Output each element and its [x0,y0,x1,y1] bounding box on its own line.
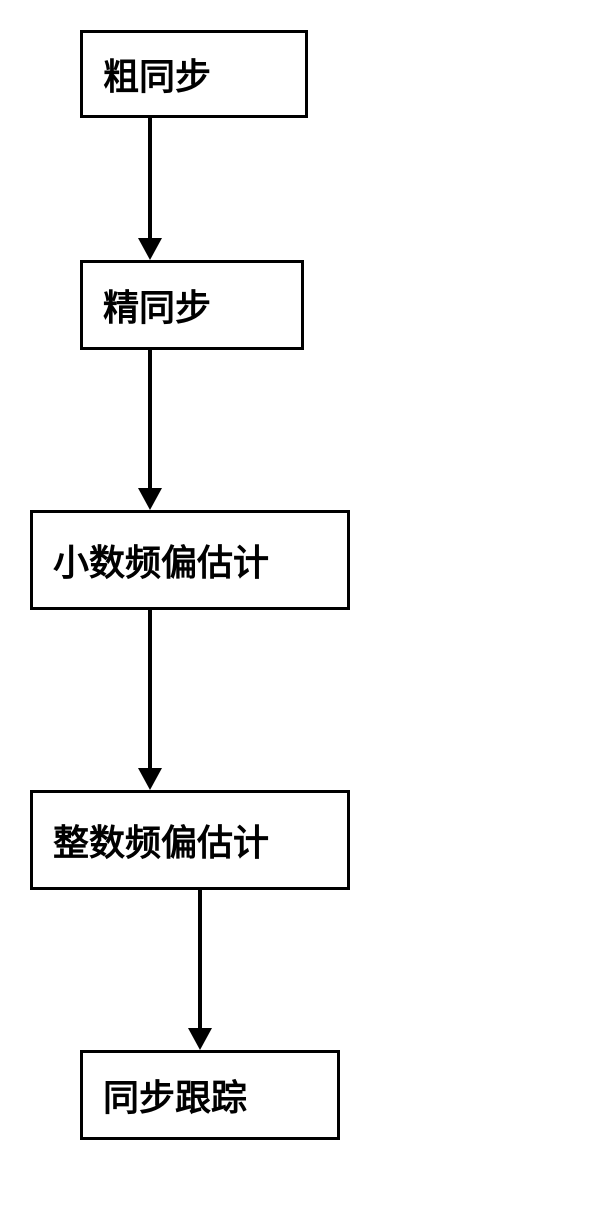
flow-node-1: 粗同步 [80,30,308,118]
flow-edge-2 [148,350,152,488]
arrow-down-icon [188,1028,212,1050]
flow-node-3-label: 小数频偏估计 [53,534,269,586]
arrow-down-icon [138,488,162,510]
flow-node-2: 精同步 [80,260,304,350]
flow-node-5-label: 同步跟踪 [103,1069,247,1121]
flow-node-4: 整数频偏估计 [30,790,350,890]
flow-node-2-label: 精同步 [103,279,211,331]
flow-node-5: 同步跟踪 [80,1050,340,1140]
arrow-down-icon [138,238,162,260]
flow-node-4-label: 整数频偏估计 [53,814,269,866]
flow-edge-4 [198,890,202,1028]
flow-node-3: 小数频偏估计 [30,510,350,610]
flow-edge-1 [148,118,152,238]
flow-node-1-label: 粗同步 [103,48,211,100]
arrow-down-icon [138,768,162,790]
flow-edge-3 [148,610,152,768]
